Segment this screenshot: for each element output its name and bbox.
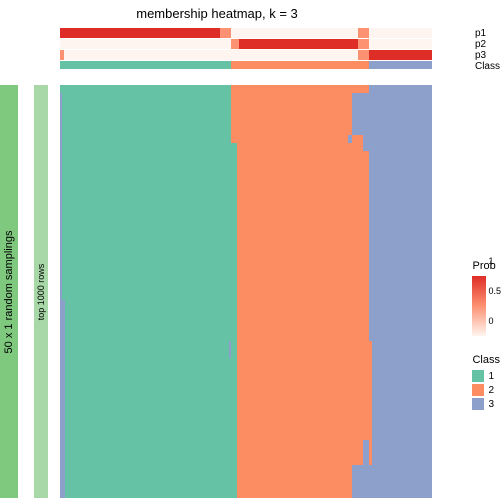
legend-swatch bbox=[472, 370, 484, 382]
band-p1 bbox=[60, 28, 432, 38]
row-label-p1: p1 bbox=[475, 28, 500, 39]
heatmap-column bbox=[237, 85, 349, 498]
band-segment bbox=[358, 39, 369, 49]
band-segment bbox=[220, 28, 231, 38]
band-segment bbox=[239, 39, 358, 49]
heatmap-cell bbox=[237, 85, 349, 93]
heatmap-column bbox=[65, 85, 229, 498]
band-segment bbox=[60, 61, 231, 69]
legend: Prob 1 0.5 0 Class 123 bbox=[472, 260, 500, 412]
legend-class-item: 2 bbox=[472, 384, 500, 396]
band-segment bbox=[358, 28, 369, 38]
legend-class-label: 3 bbox=[488, 399, 494, 410]
band-segment bbox=[231, 61, 369, 69]
heatmap-cell bbox=[352, 93, 363, 134]
heatmap-column bbox=[352, 85, 363, 498]
strip-samplings: 50 x 1 random samplings bbox=[0, 85, 18, 498]
row-labels: p1 p2 p3 Class bbox=[475, 28, 500, 72]
band-class bbox=[60, 61, 432, 69]
legend-class-item: 1 bbox=[472, 370, 500, 382]
left-annotation-strips: 50 x 1 random samplings top 1000 rows bbox=[0, 85, 58, 498]
band-p2 bbox=[60, 39, 432, 49]
heatmap-cell bbox=[65, 93, 229, 498]
legend-swatch bbox=[472, 398, 484, 410]
strip-samplings-label: 50 x 1 random samplings bbox=[3, 230, 15, 353]
legend-class: Class 1 2 3 bbox=[472, 354, 500, 410]
legend-class-label: 1 bbox=[488, 371, 494, 382]
legend-class-item: 3 bbox=[472, 398, 500, 410]
band-segment bbox=[60, 39, 231, 49]
band-segment bbox=[369, 61, 432, 69]
strip-rows: top 1000 rows bbox=[34, 85, 48, 498]
band-segment bbox=[60, 28, 220, 38]
heatmap-cell bbox=[372, 85, 432, 93]
band-segment bbox=[231, 28, 357, 38]
heatmap-cell bbox=[65, 85, 229, 93]
band-segment bbox=[64, 50, 228, 60]
legend-swatch bbox=[472, 384, 484, 396]
legend-class-label: 2 bbox=[488, 385, 494, 396]
chart-title: membership heatmap, k = 3 bbox=[0, 6, 434, 21]
legend-prob-ticks: 1 0.5 0 bbox=[488, 256, 501, 346]
row-label-class: Class bbox=[475, 61, 500, 72]
top-annotation-bands bbox=[60, 28, 432, 70]
band-segment bbox=[231, 39, 238, 49]
heatmap-cell bbox=[352, 465, 363, 498]
legend-prob-tick-1: 1 bbox=[488, 256, 501, 286]
legend-class-title: Class bbox=[472, 354, 500, 366]
row-label-p2: p2 bbox=[475, 39, 500, 50]
heatmap-cell bbox=[372, 93, 432, 498]
band-segment bbox=[358, 50, 369, 60]
heatmap-column bbox=[372, 85, 432, 498]
band-segment bbox=[369, 39, 432, 49]
legend-prob-tick-05: 0.5 bbox=[488, 286, 501, 316]
strip-rows-label: top 1000 rows bbox=[36, 263, 46, 320]
band-segment bbox=[369, 28, 432, 38]
heatmap-cell bbox=[352, 85, 363, 93]
band-segment bbox=[227, 50, 357, 60]
band-p3 bbox=[60, 50, 432, 60]
legend-prob-tick-0: 0 bbox=[488, 316, 501, 346]
legend-prob-gradient bbox=[472, 276, 486, 336]
heatmap-cell bbox=[352, 135, 363, 465]
heatmap-cell bbox=[237, 93, 349, 498]
row-label-p3: p3 bbox=[475, 50, 500, 61]
heatmap-body bbox=[60, 85, 432, 498]
band-segment bbox=[369, 50, 432, 60]
